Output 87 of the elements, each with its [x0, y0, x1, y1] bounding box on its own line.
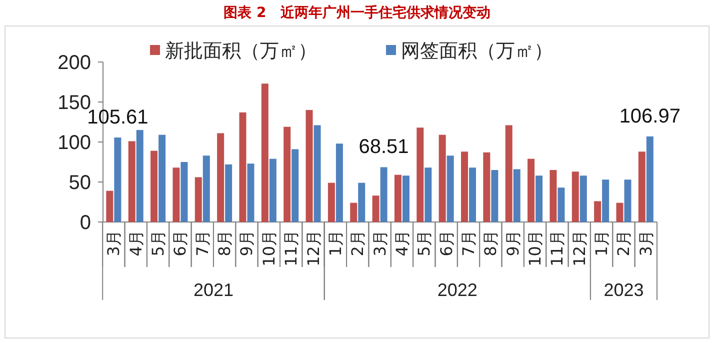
y-tick-label: 100 [58, 132, 91, 154]
bar [194, 177, 202, 222]
bar [394, 174, 402, 222]
bar [505, 125, 512, 222]
bar [292, 149, 299, 222]
x-tick-label: 9月 [503, 230, 522, 256]
bar [350, 202, 358, 222]
x-tick-label: 8月 [481, 230, 500, 256]
x-tick-label: 11月 [548, 230, 567, 266]
x-tick-label: 7月 [192, 230, 212, 256]
x-tick-label: 3月 [104, 230, 124, 256]
x-tick-label: 1月 [326, 230, 345, 256]
x-tick-label: 4月 [126, 230, 146, 256]
bar [284, 126, 291, 222]
x-tick-label: 6月 [436, 230, 456, 256]
bar [239, 112, 246, 222]
bar [402, 176, 410, 222]
legend-label: 新批面积（万㎡） [165, 40, 317, 62]
bar [114, 138, 122, 222]
x-tick-label: 6月 [170, 230, 190, 256]
bar [616, 202, 624, 222]
bar [572, 172, 579, 222]
bar [106, 190, 114, 222]
bar [136, 130, 144, 222]
legend-label: 网签面积（万㎡） [401, 40, 553, 62]
bar [602, 180, 610, 222]
bar [225, 164, 232, 222]
bar [217, 133, 224, 222]
y-tick-label: 200 [58, 52, 91, 74]
data-label: 68.51 [358, 136, 409, 158]
x-tick-label: 9月 [237, 230, 256, 256]
bar [328, 182, 335, 222]
x-tick-label: 11月 [282, 230, 301, 266]
bar [446, 156, 454, 222]
bar [261, 84, 268, 222]
bar [513, 169, 520, 222]
x-tick-label: 1月 [592, 230, 612, 256]
bar [180, 162, 188, 222]
bar [638, 152, 646, 222]
x-tick-label: 12月 [304, 230, 323, 266]
y-tick-label: 0 [80, 212, 91, 234]
bar [314, 125, 321, 222]
bar [536, 176, 543, 222]
y-tick-label: 50 [68, 172, 91, 194]
bar [580, 176, 587, 222]
x-tick-label: 3月 [636, 230, 656, 256]
bar [594, 201, 602, 222]
x-tick-label: 7月 [459, 230, 478, 256]
bar [202, 156, 210, 222]
bar [550, 170, 557, 222]
x-tick-label: 10月 [259, 230, 278, 266]
bar [269, 158, 276, 222]
bar [306, 110, 313, 222]
bar [528, 158, 535, 222]
bar [469, 168, 476, 222]
text: 2021 [193, 280, 234, 300]
x-tick-label: 5月 [414, 230, 434, 256]
text: 2022 [437, 280, 478, 300]
x-tick-label: 10月 [526, 230, 545, 266]
bar [461, 152, 468, 222]
bar [358, 182, 366, 222]
bar [150, 150, 158, 222]
bar [128, 141, 136, 222]
bar [624, 180, 632, 222]
x-tick-label: 5月 [148, 230, 168, 256]
x-tick-label: 2月 [614, 230, 634, 256]
x-tick-label: 3月 [370, 230, 390, 256]
text: 2023 [604, 280, 644, 300]
bar [336, 144, 343, 222]
bar [372, 196, 380, 222]
data-label: 106.97 [619, 105, 680, 128]
bar [438, 134, 446, 222]
x-tick-label: 4月 [392, 230, 412, 256]
bar [172, 168, 180, 222]
bar [424, 168, 432, 222]
chart-title: 图表 2 近两年广州一手住宅供求情况变动 [224, 4, 490, 21]
bar [483, 152, 490, 222]
bar [558, 188, 565, 222]
x-tick-label: 12月 [570, 230, 589, 266]
bar [491, 170, 498, 222]
bar [646, 136, 654, 222]
bar [247, 164, 254, 222]
x-tick-label: 2月 [348, 230, 368, 256]
bar [416, 128, 424, 222]
bar [380, 167, 388, 222]
bar [158, 134, 166, 222]
x-tick-label: 8月 [215, 230, 234, 256]
